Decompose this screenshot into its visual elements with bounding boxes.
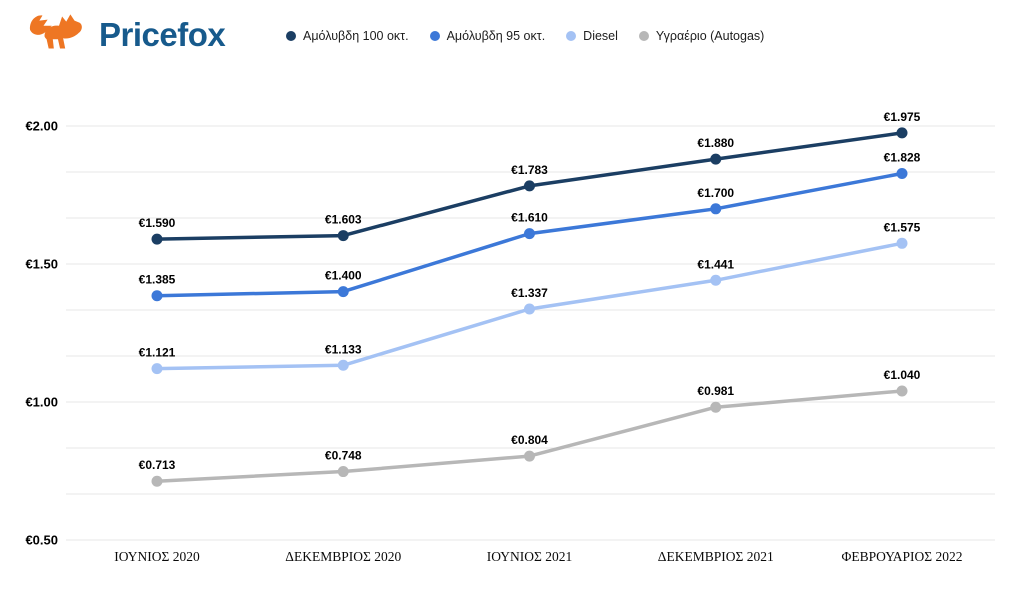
legend-dot-diesel <box>566 31 577 41</box>
series-point-label: €1.337 <box>511 286 548 300</box>
series-point-amolyvdi-95 <box>524 228 535 240</box>
series-point-amolyvdi-100 <box>896 127 908 139</box>
series-point-amolyvdi-100 <box>337 230 349 242</box>
series-amolyvdi-100: €1.590 €1.603 €1.783 €1.880 €1.975 <box>139 110 921 245</box>
chart-legend: Αμόλυβδη 100 οκτ. Αμόλυβδη 95 οκτ. Diesel Υ… <box>286 29 764 43</box>
series-point-label: €0.981 <box>697 384 734 398</box>
legend-item-amolyvdi-95: Αμόλυβδη 95 οκτ. <box>429 29 546 43</box>
x-axis-tick-label: ΙΟΥΝΙΟΣ 2021 <box>487 549 573 564</box>
series-point-label: €1.975 <box>884 110 921 124</box>
series-point-label: €1.610 <box>511 211 548 225</box>
y-axis-tick-label: €0.50 <box>25 533 58 548</box>
series-point-ygraerio-autogas <box>151 475 163 487</box>
series-ygraerio-autogas: €0.713 €0.748 €0.804 €0.981 €1.040 <box>139 368 921 487</box>
series-point-label: €1.400 <box>325 269 362 283</box>
series-point-label: €1.121 <box>139 346 176 360</box>
series-point-label: €1.441 <box>697 257 734 271</box>
series-amolyvdi-95: €1.385 €1.400 €1.610 €1.700 €1.828 <box>139 150 921 302</box>
legend-item-ygraerio-autogas: Υγραέριο (Autogas) <box>638 29 765 43</box>
series-point-diesel <box>524 303 535 315</box>
legend-dot-amolyvdi-100 <box>286 31 296 41</box>
series-point-label: €1.575 <box>884 220 921 234</box>
x-axis-tick-label: ΙΟΥΝΙΟΣ 2020 <box>114 549 200 564</box>
x-axis: ΙΟΥΝΙΟΣ 2020 ΔΕΚΕΜΒΡΙΟΣ 2020 ΙΟΥΝΙΟΣ 2021 Δ… <box>114 549 962 564</box>
series-point-label: €1.603 <box>325 213 362 227</box>
x-axis-tick-label: ΦΕΒΡΟΥΑΡΙΟΣ 2022 <box>842 549 963 564</box>
legend-item-label: Αμόλυβδη 95 οκτ. <box>446 29 546 43</box>
legend-item-amolyvdi-100: Αμόλυβδη 100 οκτ. <box>286 29 409 43</box>
series-point-diesel <box>710 274 722 286</box>
series-point-amolyvdi-100 <box>151 233 163 245</box>
series-point-label: €0.748 <box>325 449 362 463</box>
series-point-label: €1.040 <box>884 368 921 382</box>
series-point-ygraerio-autogas <box>896 385 908 397</box>
series-point-label: €1.880 <box>697 136 734 150</box>
legend-dot-ygraerio-autogas <box>638 31 649 41</box>
series-point-ygraerio-autogas <box>710 401 722 413</box>
series-point-diesel <box>896 237 908 249</box>
series-point-label: €0.804 <box>511 433 548 447</box>
series-point-amolyvdi-95 <box>151 290 163 302</box>
series-point-ygraerio-autogas <box>524 450 535 462</box>
series-point-label: €1.828 <box>884 150 921 164</box>
legend-dot-amolyvdi-95 <box>429 31 440 41</box>
series-diesel: €1.121 €1.133 €1.337 €1.441 €1.575 <box>139 220 921 375</box>
fox-icon <box>28 9 90 60</box>
y-axis-tick-label: €1.00 <box>25 395 58 410</box>
series-point-label: €1.590 <box>139 216 176 230</box>
gridlines: €2.00 €1.50 €1.00 €0.50 <box>25 119 995 548</box>
series-point-amolyvdi-95 <box>337 286 349 298</box>
y-axis-tick-label: €2.00 <box>25 119 58 134</box>
legend-item-diesel: Diesel <box>566 29 618 43</box>
legend-item-label: Υγραέριο (Autogas) <box>655 29 765 43</box>
logo-text: Pricefox <box>99 15 226 53</box>
series-point-label: €1.700 <box>697 186 734 200</box>
y-axis-tick-label: €1.50 <box>25 257 58 272</box>
series-point-label: €1.133 <box>325 342 362 356</box>
legend-item-label: Αμόλυβδη 100 οκτ. <box>303 29 409 43</box>
series-point-amolyvdi-95 <box>710 203 722 215</box>
pricefox-logo: Pricefox <box>28 9 226 60</box>
series-point-label: €1.783 <box>511 163 548 177</box>
series-point-label: €0.713 <box>139 458 176 472</box>
legend-item-label: Diesel <box>583 29 618 43</box>
series-point-ygraerio-autogas <box>337 466 349 478</box>
series-point-amolyvdi-95 <box>896 167 908 179</box>
series-point-label: €1.385 <box>139 273 176 287</box>
x-axis-tick-label: ΔΕΚΕΜΒΡΙΟΣ 2020 <box>285 549 401 564</box>
series-point-diesel <box>151 363 163 375</box>
series-point-amolyvdi-100 <box>524 180 535 192</box>
series-point-amolyvdi-100 <box>710 153 722 165</box>
x-axis-tick-label: ΔΕΚΕΜΒΡΙΟΣ 2021 <box>658 549 774 564</box>
series-point-diesel <box>337 359 349 371</box>
